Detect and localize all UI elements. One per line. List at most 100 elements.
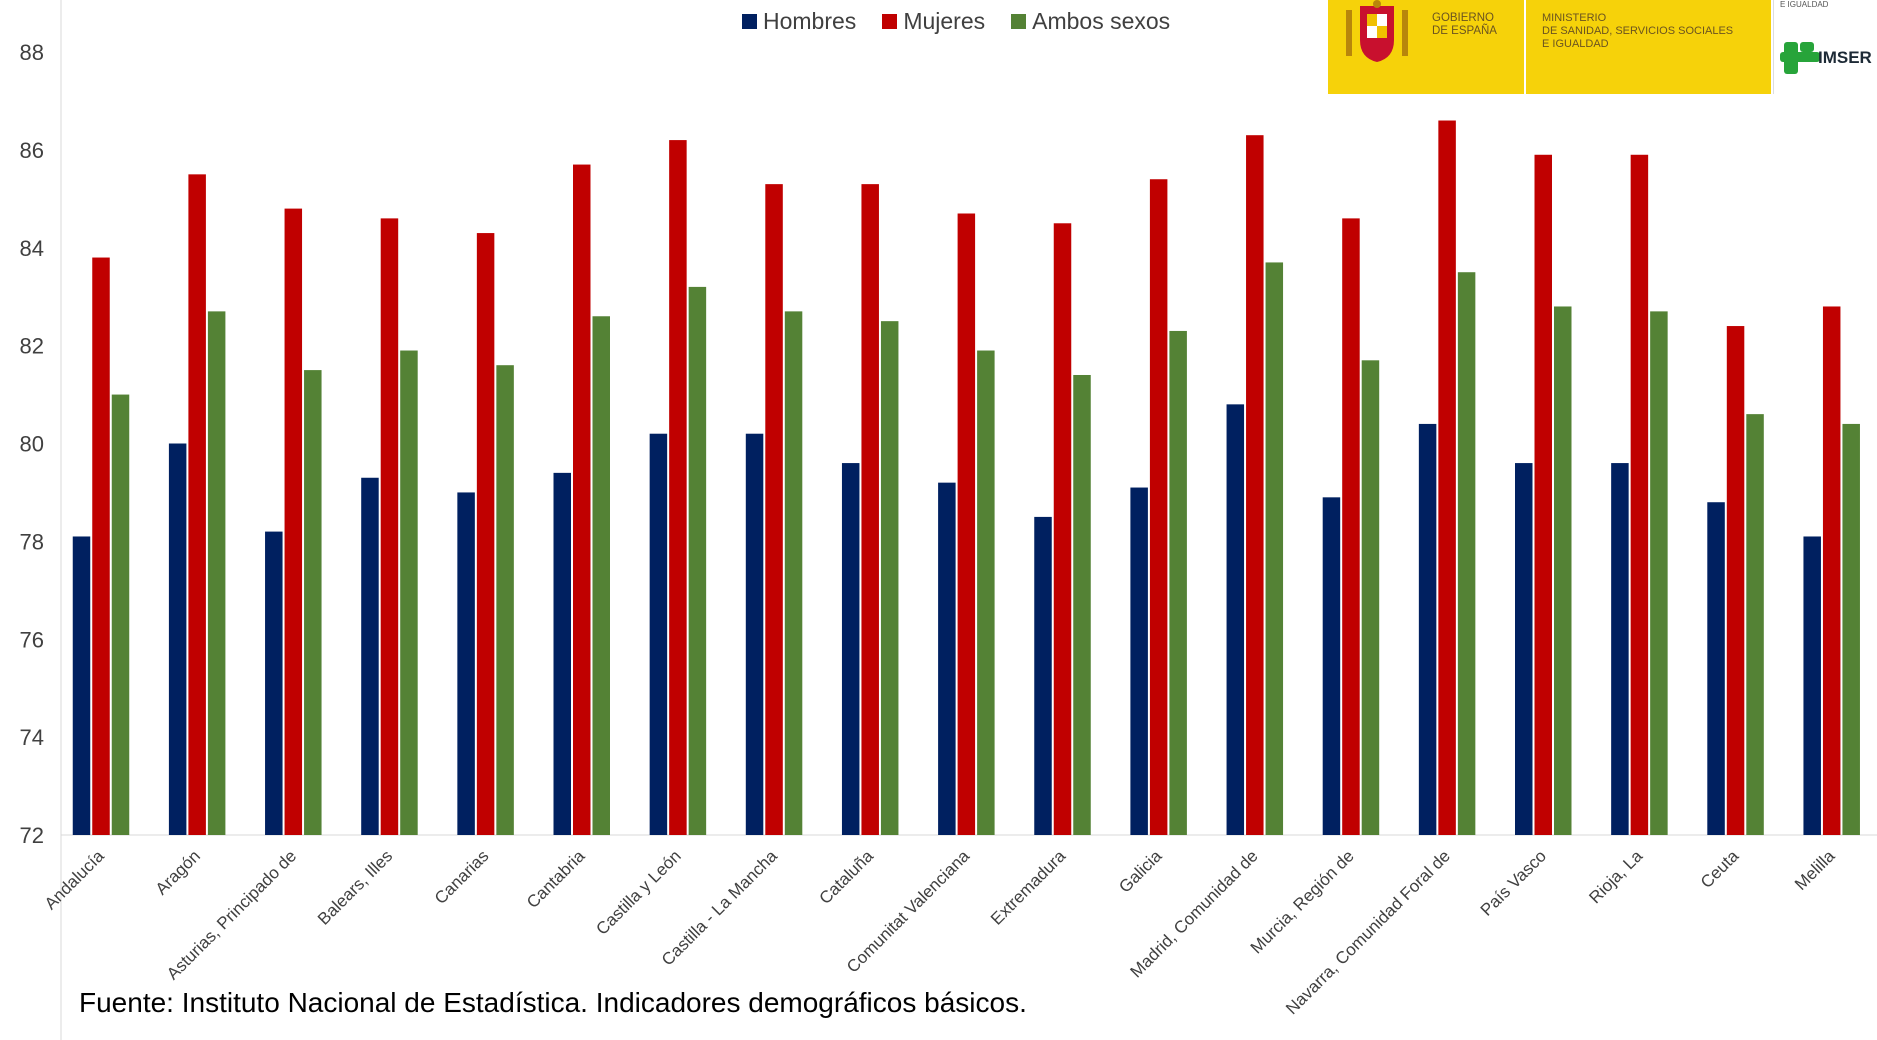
bar-ambos-sexos xyxy=(1073,374,1091,835)
x-tick-label: Cantabria xyxy=(523,846,589,912)
x-tick-label: Melilla xyxy=(1791,846,1839,894)
bar-mujeres xyxy=(1342,218,1360,835)
bar-hombres xyxy=(1803,536,1821,835)
bar-mujeres xyxy=(1630,154,1649,836)
bar-mujeres xyxy=(1149,179,1168,836)
bar-hombres xyxy=(1322,497,1341,835)
bar-mujeres xyxy=(380,218,399,835)
bar-hombres xyxy=(553,472,571,835)
bar-ambos-sexos xyxy=(977,350,995,835)
bar-ambos-sexos xyxy=(304,370,322,835)
bar-mujeres xyxy=(92,257,110,836)
bar-hombres xyxy=(841,463,860,835)
legend-label-ambos: Ambos sexos xyxy=(1032,8,1171,34)
x-tick-label: Murcia, Región de xyxy=(1247,846,1358,957)
gobierno-logo: GOBIERNO DE ESPAÑA xyxy=(1328,0,1524,94)
x-tick-label: Castilla y León xyxy=(592,846,684,938)
bar-hombres xyxy=(361,477,379,835)
bar-ambos-sexos xyxy=(1746,414,1764,835)
source-note: Fuente: Instituto Nacional de Estadístic… xyxy=(79,987,1027,1018)
x-tick-label: Rioja, La xyxy=(1585,846,1646,907)
chart-legend: Hombres Mujeres Ambos sexos xyxy=(742,8,1170,35)
y-tick-label: 84 xyxy=(20,236,44,261)
government-logos: GOBIERNO DE ESPAÑA MINISTERIO DE SANIDAD… xyxy=(1328,0,1877,94)
x-tick-label: Ceuta xyxy=(1697,846,1743,892)
legend-item-hombres: Hombres xyxy=(742,8,856,35)
bar-hombres xyxy=(1611,463,1629,835)
bar-ambos-sexos xyxy=(880,321,899,835)
bar-hombres xyxy=(938,482,956,835)
y-tick-label: 72 xyxy=(20,823,44,848)
bar-hombres xyxy=(1418,423,1437,835)
bar-mujeres xyxy=(1246,135,1264,836)
ministerio-text: MINISTERIO DE SANIDAD, SERVICIOS SOCIALE… xyxy=(1542,12,1734,50)
bar-mujeres xyxy=(861,184,879,836)
bar-ambos-sexos xyxy=(1169,330,1187,835)
bar-hombres xyxy=(1034,516,1052,835)
y-tick-label: 88 xyxy=(20,40,44,65)
bar-hombres xyxy=(265,531,283,835)
bar-ambos-sexos xyxy=(207,311,226,835)
imserso-logo: E IGUALDAD IMSER xyxy=(1773,0,1877,94)
y-tick-label: 76 xyxy=(20,627,44,652)
y-tick-label: 82 xyxy=(20,334,44,359)
x-tick-label: Galicia xyxy=(1115,846,1166,897)
bar-ambos-sexos xyxy=(1554,306,1572,836)
y-tick-label: 80 xyxy=(20,432,44,457)
legend-item-mujeres: Mujeres xyxy=(882,8,985,35)
ministerio-logo: MINISTERIO DE SANIDAD, SERVICIOS SOCIALE… xyxy=(1526,0,1771,94)
coat-of-arms-icon xyxy=(1346,0,1408,62)
top-right-fragment-text: E IGUALDAD xyxy=(1780,0,1829,9)
bar-hombres xyxy=(168,443,187,835)
bar-ambos-sexos xyxy=(592,316,610,835)
bar-ambos-sexos xyxy=(784,311,803,835)
bar-ambos-sexos xyxy=(400,350,418,835)
legend-swatch-ambos xyxy=(1011,14,1027,29)
bar-mujeres xyxy=(188,174,206,835)
y-tick-label: 74 xyxy=(20,725,44,750)
gobierno-text: GOBIERNO DE ESPAÑA xyxy=(1432,12,1497,37)
bar-mujeres xyxy=(669,140,687,835)
bar-mujeres xyxy=(476,233,495,836)
legend-swatch-hombres xyxy=(742,14,757,29)
bar-mujeres xyxy=(1822,306,1841,836)
bar-mujeres xyxy=(573,164,591,835)
bar-mujeres xyxy=(284,208,303,836)
bar-ambos-sexos xyxy=(1361,360,1380,835)
bar-mujeres xyxy=(1438,120,1456,835)
bar-mujeres xyxy=(765,184,783,836)
x-tick-label: Aragón xyxy=(152,846,204,898)
bar-mujeres xyxy=(1726,326,1745,835)
bar-hombres xyxy=(72,536,91,835)
bar-hombres xyxy=(1707,502,1725,835)
legend-swatch-mujeres xyxy=(882,14,898,29)
bar-ambos-sexos xyxy=(1265,262,1284,835)
bar-ambos-sexos xyxy=(111,394,130,835)
bar-hombres xyxy=(745,433,764,835)
x-tick-label: País Vasco xyxy=(1477,846,1550,919)
y-tick-label: 78 xyxy=(20,529,44,554)
x-tick-label: Navarra, Comunidad Foral de xyxy=(1282,846,1454,1018)
legend-label-hombres: Hombres xyxy=(763,8,857,34)
bar-mujeres xyxy=(1053,223,1072,835)
bar-ambos-sexos xyxy=(1650,311,1668,835)
bar-hombres xyxy=(457,492,475,835)
bar-mujeres xyxy=(957,213,976,835)
x-tick-label: Extremadura xyxy=(987,846,1070,929)
bar-hombres xyxy=(1226,404,1245,835)
y-tick-label: 86 xyxy=(20,138,44,163)
bar-ambos-sexos xyxy=(1457,272,1476,835)
x-tick-label: Cataluña xyxy=(815,846,877,908)
bar-ambos-sexos xyxy=(1842,423,1860,835)
x-tick-label: Andalucía xyxy=(41,846,108,913)
legend-item-ambos: Ambos sexos xyxy=(1011,8,1170,35)
bar-ambos-sexos xyxy=(688,286,707,835)
imserso-text: IMSER xyxy=(1818,48,1872,67)
bar-hombres xyxy=(1130,487,1148,835)
bar-ambos-sexos xyxy=(496,365,514,835)
imserso-icon xyxy=(1780,42,1820,74)
bar-mujeres xyxy=(1534,154,1552,836)
legend-label-mujeres: Mujeres xyxy=(903,8,986,34)
bar-hombres xyxy=(1515,463,1533,835)
